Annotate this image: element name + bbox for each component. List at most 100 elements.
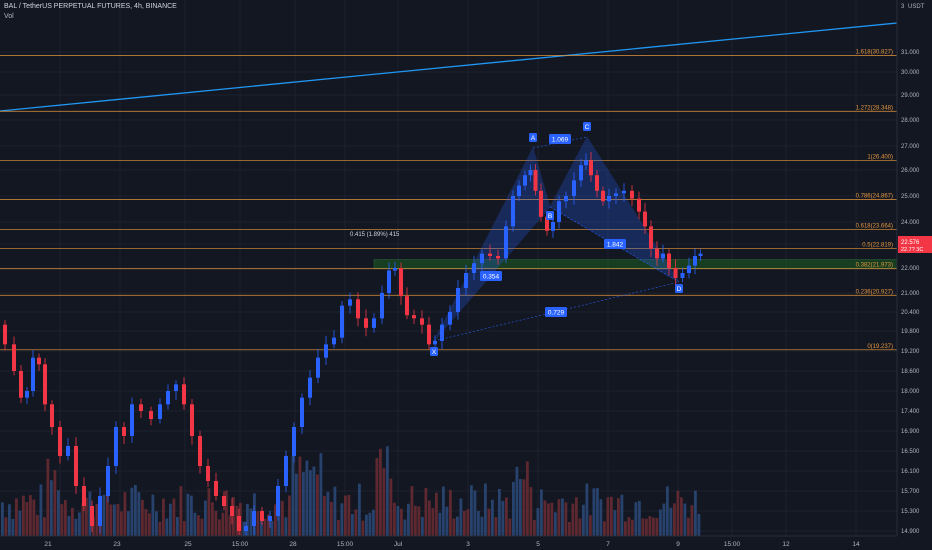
candle-body <box>622 190 626 194</box>
volume-bar <box>225 490 228 536</box>
volume-bar <box>505 497 508 536</box>
candle-body <box>19 371 23 398</box>
fib-level-label: 0.382(21.973) <box>856 263 893 269</box>
price-axis[interactable]: 3 USDT 31.000 30.000 29.000 28.000 27.000 26.00… <box>896 0 932 550</box>
volume-bar <box>617 498 620 536</box>
time-axis-label: 28 <box>289 541 297 548</box>
time-axis-label: 25 <box>184 541 192 548</box>
candle-body <box>667 253 671 268</box>
candle-body <box>139 404 143 411</box>
candle-body <box>557 201 561 222</box>
trend-line[interactable] <box>0 22 898 112</box>
volume-bar <box>134 484 137 536</box>
volume-bar <box>459 498 463 536</box>
volume-bar <box>274 504 277 536</box>
time-axis-label: 15:00 <box>337 541 354 548</box>
volume-bar <box>144 509 148 536</box>
candle-body <box>480 253 484 264</box>
volume-bar <box>662 503 666 536</box>
volume-bar <box>512 481 515 536</box>
volume-bar <box>284 517 288 536</box>
candle-body <box>324 344 328 358</box>
volume-bar <box>249 508 253 536</box>
pattern-ratio-badge <box>545 307 567 317</box>
volume-bar <box>277 500 281 536</box>
time-axis[interactable]: 21 23 25 15:00 28 15:00 Jul 3 5 7 9 15:00 12 14 <box>0 535 932 550</box>
candle-body <box>260 511 264 521</box>
time-axis-label: 7 <box>606 541 610 548</box>
price-axis-label: 16.900 <box>901 429 920 435</box>
volume-bar <box>340 503 344 536</box>
candle-body <box>130 404 134 436</box>
volume-bar <box>487 508 491 536</box>
volume-bar <box>60 504 64 536</box>
volume-bar <box>218 519 221 536</box>
volume-bar <box>372 509 375 536</box>
volume-bar <box>263 518 267 536</box>
candle-body <box>433 341 437 345</box>
pattern-labels: X A B C D 1.069 0.354 1.842 0.729 0.415 (1.89%) 4… <box>350 122 683 356</box>
volume-bar <box>641 518 645 536</box>
pattern-point-label: C <box>585 124 590 131</box>
candle-body <box>649 226 653 249</box>
volume-bar <box>568 521 571 536</box>
fibonacci-levels[interactable]: 1.618(30.827) 1.272(28.348) 1(26.400) 0.786… <box>0 49 897 351</box>
pattern-ratio-label: 0.729 <box>548 310 565 317</box>
volume-bar <box>141 499 144 536</box>
volume-bar <box>550 502 554 536</box>
volume-bar <box>382 468 386 536</box>
candle-body <box>50 404 54 427</box>
volume-bar <box>326 491 330 536</box>
fib-level-label: 1.618(30.827) <box>856 49 893 55</box>
candle-body <box>82 486 86 506</box>
volume-bar <box>365 514 368 536</box>
volume-bar <box>351 513 354 536</box>
candle-body <box>348 299 352 306</box>
candle-body <box>680 273 685 278</box>
volume-bar <box>260 518 263 536</box>
candle-body <box>284 456 288 486</box>
volume-bar <box>543 500 547 536</box>
price-axis-label: 31.000 <box>901 50 920 56</box>
volume-bar <box>172 498 176 536</box>
volume-bar <box>39 484 43 536</box>
volume-bar <box>652 517 655 536</box>
volume-bar <box>498 488 501 536</box>
volume-bar <box>410 485 414 536</box>
volume-bar <box>589 515 592 536</box>
volume-bar <box>596 488 599 536</box>
volume-bar <box>624 521 627 536</box>
volume-bar <box>46 458 50 536</box>
volume-indicator-label: Vol <box>4 13 14 20</box>
volume-bar <box>508 518 512 536</box>
volume-bar <box>368 512 372 536</box>
pattern-point-label: B <box>548 213 552 220</box>
volume-bar <box>291 455 295 536</box>
volume-bar <box>648 516 652 536</box>
volume-bar <box>204 500 207 536</box>
volume-bar <box>683 503 687 536</box>
price-axis-label: 16.500 <box>901 449 920 455</box>
price-axis-label: 22.000 <box>901 266 920 272</box>
candle-body <box>661 253 665 259</box>
candle-body <box>412 315 416 319</box>
price-axis-background <box>897 0 932 550</box>
volume-bar <box>515 466 519 536</box>
candle-body <box>206 466 210 481</box>
symbol-title: BAL / TetherUS PERPETUAL FUTURES, 4h, BI… <box>4 3 177 10</box>
volume-bar <box>183 521 186 536</box>
price-axis-label: 26.000 <box>901 168 920 174</box>
volume-bar <box>155 511 158 536</box>
volume-bar <box>673 503 676 536</box>
candle-body <box>182 384 186 405</box>
candle-body <box>380 293 384 319</box>
volume-bar <box>557 499 561 536</box>
candle-body <box>589 160 593 176</box>
volume-bar <box>645 518 648 536</box>
volume-bar <box>330 501 333 536</box>
volume-bar <box>18 510 22 536</box>
volume-bar <box>319 453 323 536</box>
volume-bar <box>74 518 78 536</box>
candle-body <box>601 190 605 202</box>
